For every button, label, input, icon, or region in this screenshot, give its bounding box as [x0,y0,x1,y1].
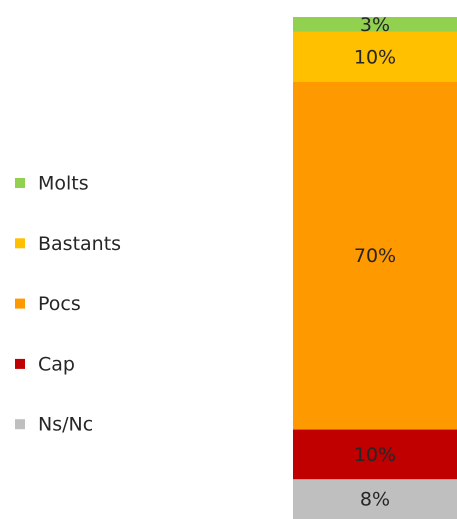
bar-segment [293,81,457,430]
bar-segment [293,429,457,480]
legend-label: Cap [38,353,75,375]
legend-swatch [15,358,25,369]
legend-label: Molts [38,173,89,195]
legend-label: Pocs [38,293,81,315]
legend-label: Ns/Nc [38,414,93,436]
bar-segment [293,31,457,82]
legend-swatch [15,298,25,309]
data-label: 8% [360,489,390,511]
data-label: 10% [354,444,396,466]
legend-swatch [15,419,25,430]
legend-swatch [15,238,25,249]
data-label: 3% [360,14,390,36]
legend-swatch [15,178,25,188]
bar-segment [293,479,457,519]
data-label: 10% [354,46,396,68]
bar-segment [293,17,457,32]
legend-label: Bastants [38,233,121,255]
data-label: 70% [354,245,396,267]
